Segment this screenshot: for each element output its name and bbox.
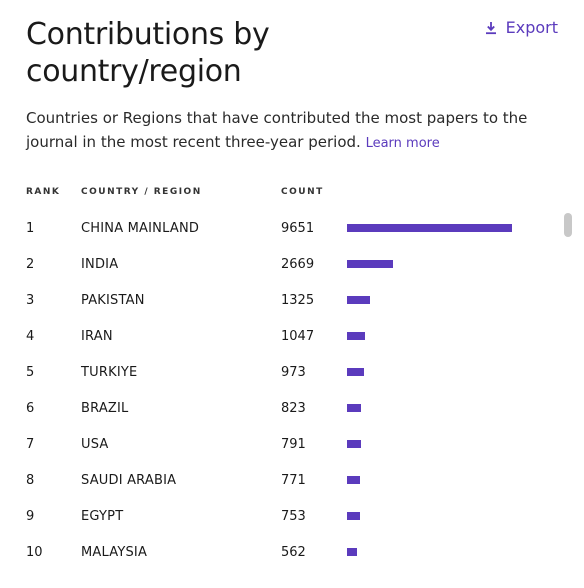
row-country: USA [81,437,109,452]
row-bar-track [347,368,527,376]
row-bar-track [347,476,527,484]
download-icon [484,21,498,35]
table-row: 8 SAUDI ARABIA 771 [26,462,556,498]
scrollbar-thumb[interactable] [564,213,572,237]
row-country: INDIA [81,257,119,272]
row-rank: 7 [26,437,35,452]
row-count: 1047 [281,329,315,344]
description-text: Countries or Regions that have contribut… [26,109,528,151]
table-row: 10 MALAYSIA 562 [26,534,556,570]
row-country: TURKIYE [81,365,138,380]
row-rank: 1 [26,221,35,236]
row-bar-track [347,440,527,448]
row-count-bar [347,224,512,232]
row-country: PAKISTAN [81,293,145,308]
export-button[interactable]: Export [484,18,558,37]
row-rank: 5 [26,365,35,380]
row-count: 791 [281,437,306,452]
row-count-bar [347,476,360,484]
row-country: MALAYSIA [81,545,148,560]
row-count: 771 [281,473,306,488]
table-header: RANK COUNTRY / REGION COUNT [26,180,556,204]
row-rank: 3 [26,293,35,308]
row-count-bar [347,368,364,376]
row-bar-track [347,260,527,268]
row-count: 1325 [281,293,315,308]
table-row: 5 TURKIYE 973 [26,354,556,390]
row-bar-track [347,404,527,412]
row-count: 9651 [281,221,315,236]
row-country: BRAZIL [81,401,129,416]
row-count-bar [347,296,370,304]
table-row: 9 EGYPT 753 [26,498,556,534]
row-country: IRAN [81,329,113,344]
contributions-table: RANK COUNTRY / REGION COUNT 1 CHINA MAINL… [26,180,556,560]
row-bar-track [347,224,527,232]
learn-more-link[interactable]: Learn more [365,136,440,151]
row-count: 973 [281,365,306,380]
row-count-bar [347,404,361,412]
row-count: 562 [281,545,306,560]
column-header-country: COUNTRY / REGION [81,187,202,197]
table-row: 6 BRAZIL 823 [26,390,556,426]
row-country: EGYPT [81,509,124,524]
row-count-bar [347,548,357,556]
export-label: Export [505,18,558,37]
row-count-bar [347,332,365,340]
row-bar-track [347,332,527,340]
table-row: 4 IRAN 1047 [26,318,556,354]
description: Countries or Regions that have contribut… [26,106,566,156]
row-country: SAUDI ARABIA [81,473,177,488]
row-count-bar [347,512,360,520]
row-rank: 2 [26,257,35,272]
row-rank: 6 [26,401,35,416]
row-rank: 9 [26,509,35,524]
page-title: Contributions by country/region [26,17,270,89]
row-bar-track [347,548,527,556]
row-count: 753 [281,509,306,524]
row-bar-track [347,512,527,520]
row-count-bar [347,260,393,268]
table-row: 3 PAKISTAN 1325 [26,282,556,318]
row-count: 823 [281,401,306,416]
row-count-bar [347,440,361,448]
row-bar-track [347,296,527,304]
row-country: CHINA MAINLAND [81,221,200,236]
row-rank: 8 [26,473,35,488]
table-row: 7 USA 791 [26,426,556,462]
table-row: 1 CHINA MAINLAND 9651 [26,210,556,246]
row-count: 2669 [281,257,315,272]
row-rank: 10 [26,545,43,560]
column-header-count: COUNT [281,187,324,197]
column-header-rank: RANK [26,187,61,197]
row-rank: 4 [26,329,35,344]
table-row: 2 INDIA 2669 [26,246,556,282]
